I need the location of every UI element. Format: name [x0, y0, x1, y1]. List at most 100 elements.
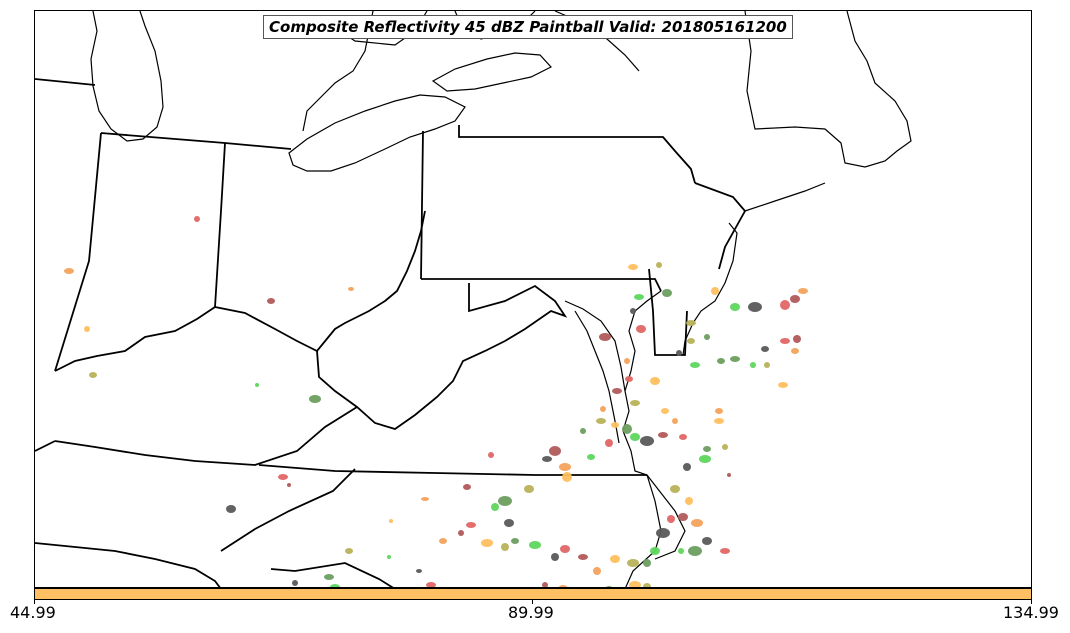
paintball-blob	[798, 288, 808, 294]
paintball-blob	[421, 497, 429, 501]
paintball-blob	[524, 485, 534, 493]
paintball-blob	[750, 362, 756, 368]
paintball-blob	[458, 530, 464, 536]
paintball-blob	[727, 473, 731, 477]
paintball-blob	[593, 567, 601, 575]
paintball-blob	[255, 383, 259, 387]
paintball-blob	[625, 376, 633, 382]
paintball-blob	[656, 528, 670, 538]
paintball-blob	[389, 519, 393, 523]
paintball-blob	[634, 294, 644, 300]
paintball-blob	[605, 439, 613, 447]
paintball-blob	[580, 428, 586, 434]
paintball-blob	[194, 216, 200, 222]
paintball-blob	[610, 555, 620, 563]
colorbar-label-mid: 89.99	[508, 603, 554, 622]
paintball-blob	[683, 463, 691, 471]
paintball-blob	[624, 358, 630, 364]
paintball-blob	[387, 555, 391, 559]
paintball-blob	[643, 559, 651, 567]
paintball-blob	[679, 434, 687, 440]
paintball-blob	[717, 358, 725, 364]
paintball-blob	[678, 548, 684, 554]
paintball-blob	[636, 325, 646, 333]
paintball-blob	[309, 395, 321, 403]
paintball-blob	[558, 585, 568, 587]
paintball-blob	[542, 582, 548, 587]
paintball-blob	[439, 538, 447, 544]
paintball-blob	[606, 586, 612, 587]
paintball-blob	[330, 584, 340, 587]
colorbar-tick-max	[1031, 600, 1032, 604]
paintball-blob	[562, 472, 572, 482]
paintball-blob	[702, 537, 712, 545]
paintball-blob	[84, 326, 90, 332]
paintball-blob	[780, 338, 790, 344]
paintball-blob	[790, 295, 800, 303]
paintball-blob	[599, 333, 611, 341]
paintball-blob	[287, 483, 291, 487]
paintball-blob	[463, 484, 471, 490]
paintball-blob	[600, 406, 606, 412]
paintball-blob	[711, 287, 719, 295]
paintball-blob	[596, 418, 606, 424]
paintball-blob	[793, 335, 801, 343]
paintball-blob	[730, 303, 740, 311]
paintball-blob	[714, 418, 724, 424]
paintball-blob	[650, 547, 660, 555]
colorbar	[34, 588, 1032, 600]
paintball-blob	[685, 497, 693, 505]
paintball-blob	[89, 372, 97, 378]
paintball-blob	[426, 582, 436, 587]
paintball-blob	[529, 541, 541, 549]
paintball-blob	[650, 377, 660, 385]
paintball-blob	[416, 569, 422, 573]
paintball-blob	[640, 436, 654, 446]
paintball-blob	[690, 362, 700, 368]
paintball-blob	[691, 519, 703, 527]
paintball-blob	[560, 545, 570, 553]
paintball-blob	[720, 548, 730, 554]
paintball-blob	[628, 264, 638, 270]
paintball-blobs	[64, 216, 808, 587]
paintball-blob	[559, 463, 571, 471]
paintball-blob	[722, 444, 728, 450]
paintball-blob	[730, 356, 740, 362]
paintball-blob	[587, 454, 595, 460]
map-title: Composite Reflectivity 45 dBZ Paintball …	[263, 15, 793, 39]
paintball-blob	[292, 580, 298, 586]
map-frame	[34, 10, 1032, 588]
colorbar-tick-mid	[532, 600, 533, 604]
paintball-blob	[278, 474, 288, 480]
paintball-blob	[715, 408, 723, 414]
paintball-blob	[662, 289, 672, 297]
colorbar-label-min: 44.99	[10, 603, 56, 622]
paintball-blob	[778, 382, 788, 388]
paintball-blob	[630, 400, 640, 406]
paintball-blob	[670, 485, 680, 493]
paintball-blob	[687, 338, 695, 344]
paintball-blob	[226, 505, 236, 513]
paintball-blob	[630, 433, 640, 441]
paintball-blob	[629, 581, 641, 587]
coastline	[564, 11, 912, 587]
paintball-blob	[488, 452, 494, 458]
paintball-blob	[511, 538, 519, 544]
paintball-blob	[656, 262, 662, 268]
paintball-blob	[630, 308, 636, 314]
paintball-blob	[498, 496, 512, 506]
paintball-blob	[578, 554, 588, 560]
paintball-blob	[764, 362, 770, 368]
paintball-blob	[643, 583, 651, 587]
paintball-blob	[704, 334, 710, 340]
paintball-blob	[699, 455, 711, 463]
colorbar-tick-min	[34, 600, 35, 604]
paintball-blob	[466, 522, 476, 528]
paintball-blob	[549, 446, 561, 456]
paintball-blob	[703, 446, 711, 452]
map-canvas	[35, 11, 912, 587]
paintball-blob	[267, 298, 275, 304]
paintball-blob	[612, 388, 622, 394]
paintball-blob	[672, 418, 678, 424]
paintball-blob	[688, 546, 702, 556]
